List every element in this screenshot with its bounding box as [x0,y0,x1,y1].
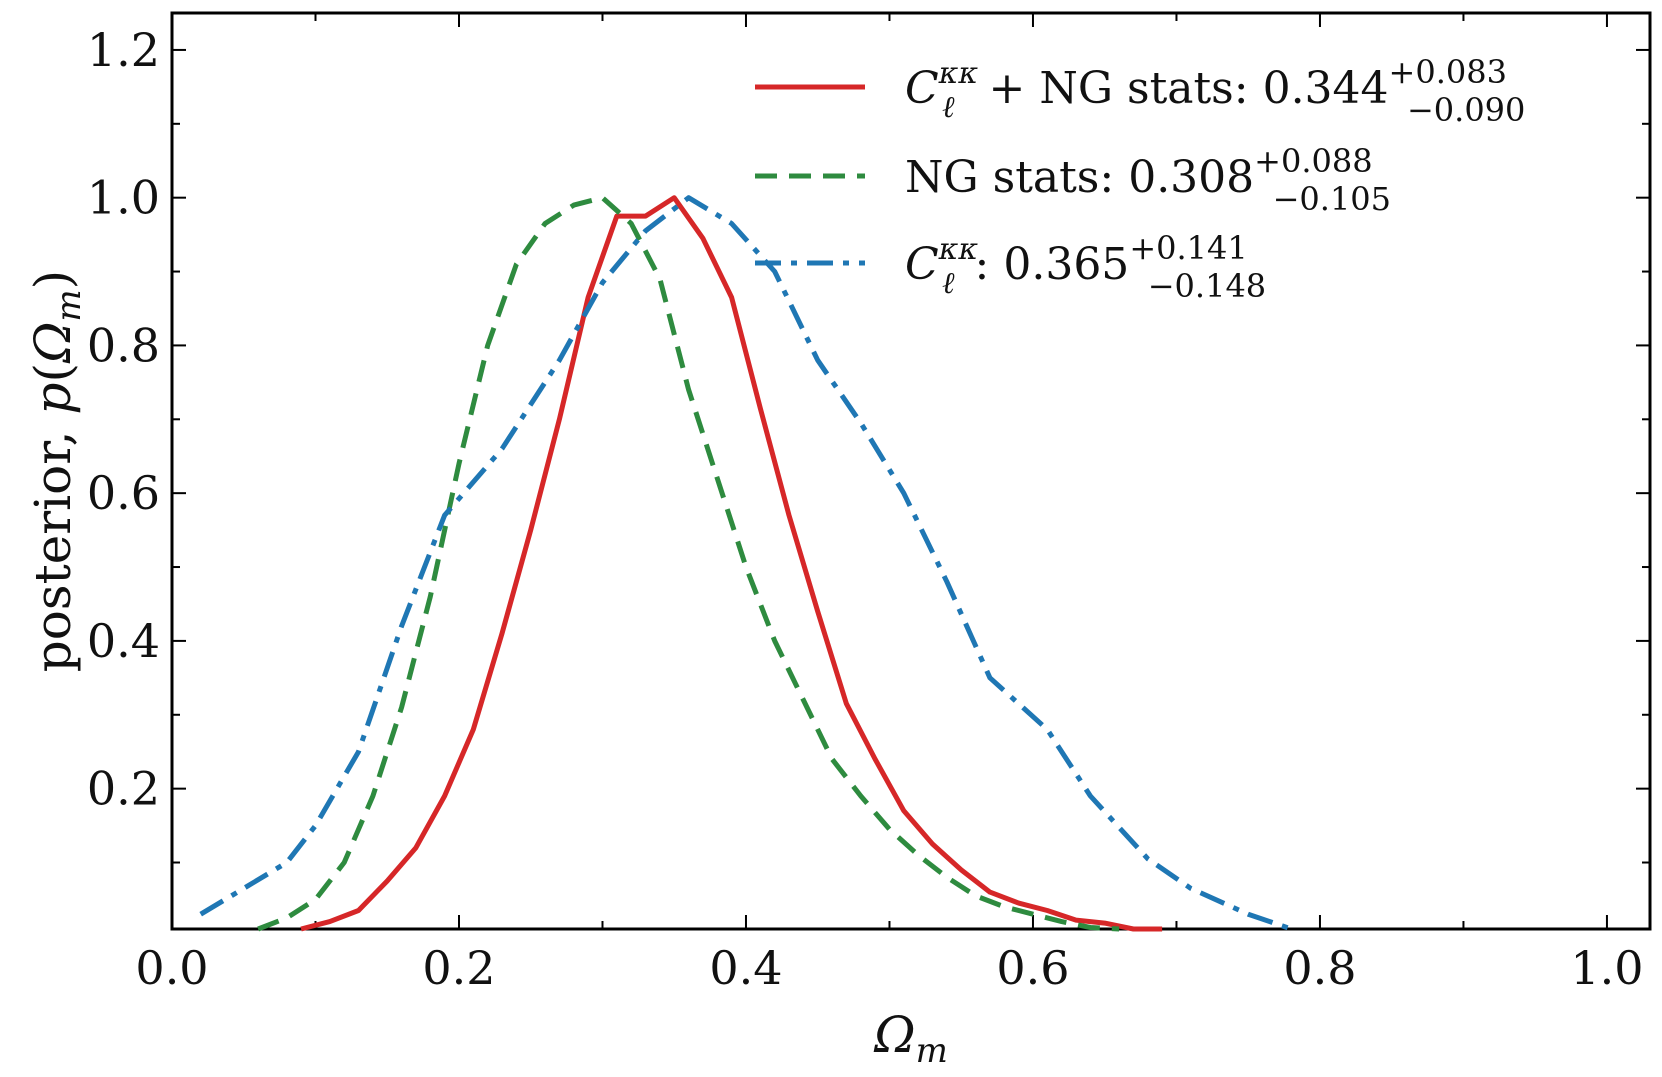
x-tick-label: 0.0 [135,941,208,995]
y-tick-label: 1.0 [87,171,160,225]
y-tick-label: 0.4 [87,614,160,668]
y-tick-label: 1.2 [87,23,160,77]
legend-label-2: NG stats: 0.308+0.088 −0.105 [905,142,1391,218]
x-tick-label: 0.8 [1283,941,1356,995]
ticks [171,13,1650,929]
legend-label-1: Cκκ ℓ + NG stats: 0.344+0.083 −0.090 [905,53,1525,129]
series-line-1 [300,195,1163,932]
x-tick-label: 0.6 [996,941,1069,995]
legend: Cκκ ℓ + NG stats: 0.344+0.083 −0.090 NG sta… [755,53,1525,305]
y-tick-label: 0.6 [87,466,160,520]
x-tick-label: 1.0 [1570,941,1643,995]
tick-labels: 0.0 0.2 0.4 0.6 0.8 1.0 0.2 0.4 0.6 0.8 1.0 1.2 [87,23,1644,995]
y-axis-label: posterior, p(Ωm) [24,270,89,672]
x-tick-label: 0.4 [709,941,782,995]
series-line-3 [199,195,1293,932]
x-axis-label: Ωm [873,1006,948,1071]
y-tick-label: 0.2 [87,762,160,816]
series-layer [199,195,1293,932]
legend-label-3: Cκκ ℓ: 0.365+0.141 −0.148 [905,229,1266,305]
series-line-2 [257,195,1120,932]
plot-frame [170,11,1652,931]
y-tick-label: 0.8 [87,318,160,372]
x-tick-label: 0.2 [422,941,495,995]
